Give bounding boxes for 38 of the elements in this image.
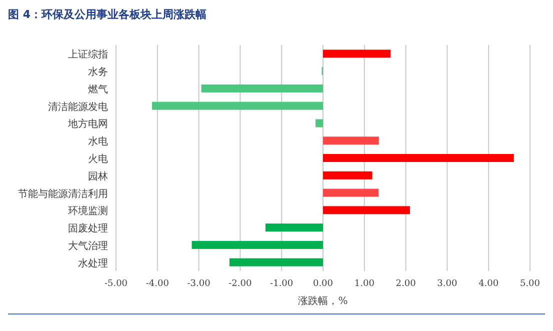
y-tick-label: 园林 (88, 170, 108, 182)
bar (229, 258, 323, 266)
y-tick-label: 水电 (88, 136, 108, 148)
bar (316, 119, 323, 128)
x-tick-label: 2.00 (396, 279, 416, 289)
y-tick-label: 燃气 (88, 83, 108, 96)
y-tick-label: 上证综指 (68, 48, 108, 61)
x-tick-label: 1.00 (354, 279, 375, 289)
x-tick-label: 3.00 (437, 279, 458, 289)
y-tick-label: 地方电网 (67, 118, 108, 130)
x-tick-label: -2.00 (228, 279, 252, 289)
bar (323, 206, 410, 214)
bar (192, 240, 323, 249)
y-tick-label: 环境监测 (68, 205, 108, 218)
y-tick-label: 节能与能源清洁利用 (18, 188, 108, 200)
y-tick-label: 清洁能源发电 (48, 100, 108, 113)
y-tick-label: 水处理 (78, 257, 108, 270)
bar (201, 84, 323, 92)
x-tick-label: 0.00 (312, 279, 334, 289)
bar (152, 102, 323, 110)
x-axis-title: 涨跌幅，% (298, 295, 348, 307)
y-tick-label: 固废处理 (68, 222, 108, 235)
x-tick-label: -1.00 (270, 279, 294, 289)
x-tick-label: 5.00 (520, 279, 540, 289)
y-tick-label: 火电 (88, 153, 108, 165)
x-tick-label: -4.00 (146, 279, 170, 289)
x-tick-label: -5.00 (104, 279, 128, 289)
bar (265, 224, 323, 232)
x-tick-label: 4.00 (478, 279, 499, 289)
x-tick-label: -3.00 (187, 279, 211, 289)
y-tick-label: 大气治理 (68, 240, 108, 252)
bar (323, 136, 379, 145)
bar (323, 154, 514, 162)
bar (323, 50, 390, 58)
bar (323, 188, 378, 197)
bar (323, 171, 372, 180)
chart-title: 图 4：环保及公用事业各板块上周涨跌幅 (8, 8, 206, 21)
y-tick-label: 水务 (88, 66, 108, 78)
